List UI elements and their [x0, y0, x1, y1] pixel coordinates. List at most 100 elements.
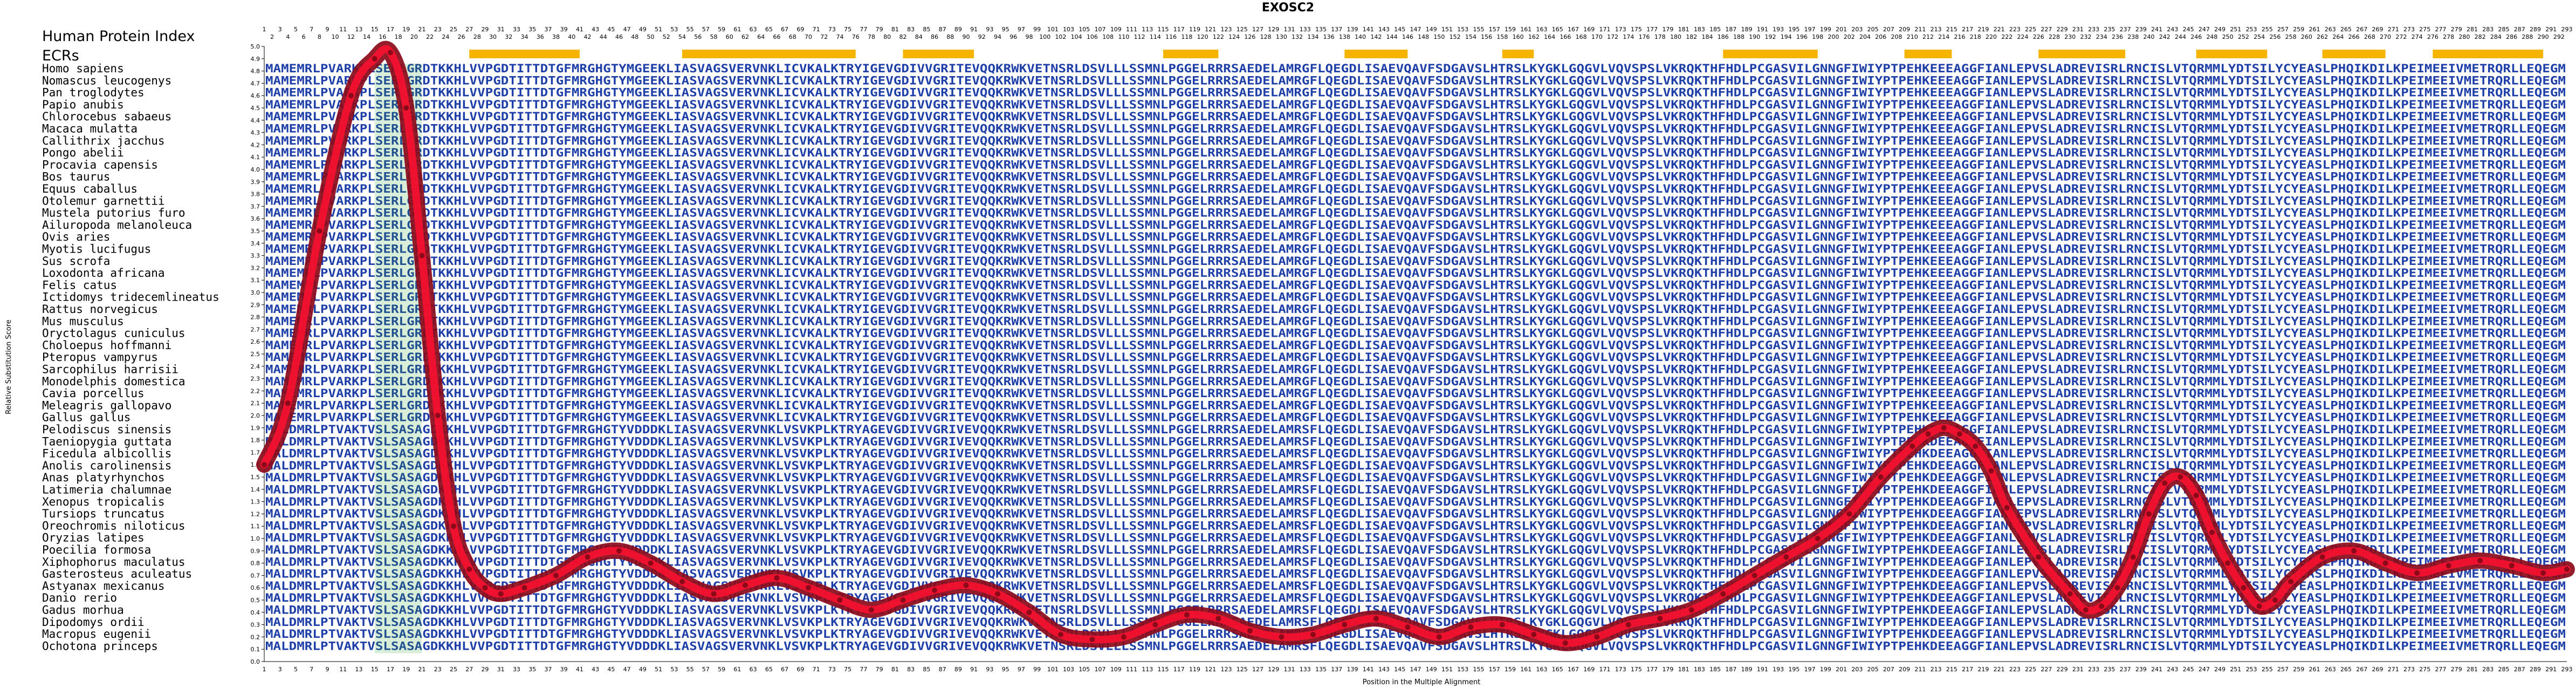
top-position-tick: 63 — [750, 26, 757, 33]
top-position-tick: 257 — [2277, 26, 2289, 33]
sequence-row: MAMEMRLPVARKPLSERLGRDTKKHLVVPGDTITTDTGFM… — [265, 315, 2566, 328]
species-label: Ailuropoda melanoleuca — [42, 219, 192, 231]
bottom-position-tick: 225 — [2025, 666, 2036, 673]
bottom-position-tick: 245 — [2183, 666, 2194, 673]
top-position-tick: 21 — [418, 26, 425, 33]
top-position-tick: 217 — [1962, 26, 1973, 33]
y-tick-label: 2.8 — [251, 314, 260, 321]
top-position-tick: 292 — [2553, 33, 2565, 40]
top-position-tick: 120 — [1197, 33, 1208, 40]
bottom-position-tick: 69 — [796, 666, 804, 673]
score-point — [2241, 585, 2247, 591]
bottom-position-tick: 193 — [1773, 666, 1784, 673]
bottom-position-tick: 255 — [2262, 666, 2273, 673]
bottom-position-tick: 23 — [434, 666, 442, 673]
top-position-tick: 118 — [1181, 33, 1192, 40]
species-label: Ictidomys tridecemlineatus — [42, 291, 219, 304]
top-position-tick: 3 — [278, 26, 282, 33]
top-position-tick: 182 — [1686, 33, 1697, 40]
top-position-tick: 79 — [876, 26, 883, 33]
sequence-row: MALDMRLPTVAKTVSLSASAGDKKHLVVPGDTITTDTGFM… — [265, 495, 2566, 508]
sequence-row: MAMEMRLPVARKPLSERLGRDTKKHLVVPGDTITTDTGFM… — [265, 194, 2566, 207]
top-position-tick: 32 — [505, 33, 512, 40]
sequence-row: MAMEMRLPVARKPLSERLGRDTKKHLVVPGDTITTDTGFM… — [265, 146, 2566, 159]
sequence-row: MAMEMRLPVARKPLSERLGRDTKKHLVVPGDTITTDTGFM… — [265, 134, 2566, 147]
top-position-tick: 52 — [663, 33, 670, 40]
bottom-position-tick: 147 — [1410, 666, 1421, 673]
top-position-tick: 4 — [286, 33, 290, 40]
score-point — [262, 462, 267, 468]
score-point — [1657, 616, 1663, 622]
species-label: Ficedula albicollis — [42, 447, 171, 460]
top-position-tick: 283 — [2482, 26, 2493, 33]
top-position-tick: 216 — [1954, 33, 1966, 40]
top-position-tick: 66 — [773, 33, 781, 40]
score-point — [498, 591, 504, 597]
score-point — [317, 228, 322, 234]
y-tick-label: 4.1 — [251, 154, 260, 161]
bottom-position-tick: 85 — [923, 666, 930, 673]
top-position-tick: 195 — [1788, 26, 1799, 33]
score-point — [1342, 622, 1348, 628]
bottom-position-tick: 235 — [2104, 666, 2115, 673]
top-position-tick: 186 — [1718, 33, 1729, 40]
bottom-position-tick: 7 — [310, 666, 313, 673]
species-label: Pan troglodytes — [42, 86, 145, 99]
top-position-tick: 178 — [1654, 33, 1666, 40]
score-point — [616, 548, 622, 554]
species-label: Anolis carolinensis — [42, 459, 171, 472]
score-point — [403, 105, 409, 111]
bottom-position-tick: 221 — [1994, 666, 2005, 673]
top-position-tick: 47 — [623, 26, 631, 33]
top-position-tick: 293 — [2561, 26, 2573, 33]
bottom-position-tick: 251 — [2230, 666, 2241, 673]
bottom-position-tick: 53 — [670, 666, 678, 673]
bottom-position-tick: 3 — [278, 666, 282, 673]
top-position-tick: 173 — [1615, 26, 1626, 33]
y-tick-label: 2.7 — [251, 326, 260, 333]
bottom-position-tick: 257 — [2277, 666, 2289, 673]
bottom-position-tick: 229 — [2057, 666, 2068, 673]
top-position-tick: 55 — [686, 26, 694, 33]
top-position-tick: 183 — [1694, 26, 1705, 33]
top-position-tick: 209 — [1899, 26, 1910, 33]
y-tick-label: 0.4 — [251, 609, 260, 616]
sequence-row: MAMEMRLPVARKPLSERLGRDTKKHLVVPGDTITTDTGFM… — [265, 363, 2566, 376]
bottom-position-tick: 129 — [1268, 666, 1279, 673]
bottom-position-tick: 97 — [1018, 666, 1025, 673]
bottom-position-tick: 259 — [2293, 666, 2304, 673]
top-position-tick: 199 — [1820, 26, 1831, 33]
species-label: Xiphophorus maculatus — [42, 555, 186, 568]
top-position-tick: 114 — [1150, 33, 1161, 40]
top-position-tick: 129 — [1268, 26, 1279, 33]
y-tick-label: 3.5 — [251, 228, 260, 235]
sequence-row: MALDMRLPTVAKTVSLSASAGDKKHLVVPGDTITTDTGFM… — [265, 568, 2566, 581]
top-position-tick: 78 — [868, 33, 875, 40]
bottom-position-tick: 205 — [1867, 666, 1879, 673]
top-position-tick: 160 — [1513, 33, 1524, 40]
bottom-position-tick: 43 — [592, 666, 599, 673]
top-position-tick: 203 — [1851, 26, 1863, 33]
top-position-tick: 126 — [1244, 33, 1255, 40]
bottom-position-tick: 277 — [2435, 666, 2447, 673]
top-position-tick: 119 — [1189, 26, 1200, 33]
top-position-tick: 43 — [592, 26, 599, 33]
score-point — [2446, 563, 2451, 569]
top-position-tick: 236 — [2112, 33, 2123, 40]
species-label: Ovis aries — [42, 230, 110, 243]
top-position-tick: 76 — [852, 33, 860, 40]
top-position-tick: 128 — [1260, 33, 1272, 40]
score-point — [1215, 616, 1221, 622]
top-position-tick: 245 — [2183, 26, 2194, 33]
species-label: Mustela putorius furo — [42, 207, 186, 220]
bottom-position-tick: 71 — [813, 666, 820, 673]
ecr-bar — [1344, 50, 1408, 58]
bottom-position-tick: 127 — [1252, 666, 1263, 673]
top-position-tick: 194 — [1781, 33, 1792, 40]
species-label: Gadus morhua — [42, 604, 124, 617]
bottom-position-tick: 231 — [2072, 666, 2084, 673]
score-point — [679, 578, 685, 584]
top-position-tick: 247 — [2199, 26, 2210, 33]
top-position-tick: 161 — [1520, 26, 1531, 33]
top-position-tick: 44 — [600, 33, 607, 40]
